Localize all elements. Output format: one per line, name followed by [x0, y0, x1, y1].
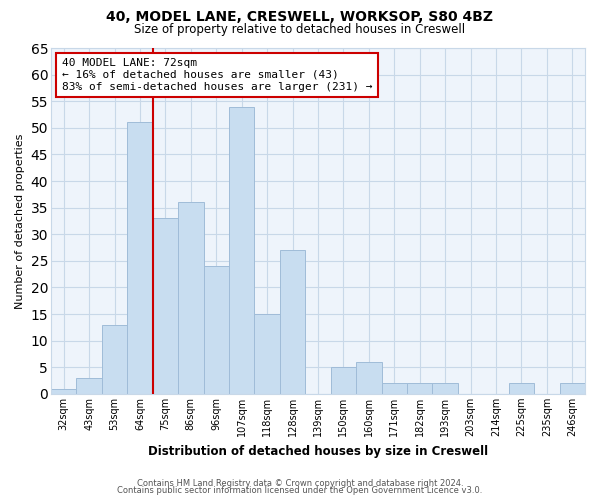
- X-axis label: Distribution of detached houses by size in Creswell: Distribution of detached houses by size …: [148, 444, 488, 458]
- Bar: [382, 383, 407, 394]
- Text: 40, MODEL LANE, CRESWELL, WORKSOP, S80 4BZ: 40, MODEL LANE, CRESWELL, WORKSOP, S80 4…: [107, 10, 493, 24]
- Bar: [356, 362, 382, 394]
- Bar: [152, 218, 178, 394]
- Text: Contains HM Land Registry data © Crown copyright and database right 2024.: Contains HM Land Registry data © Crown c…: [137, 478, 463, 488]
- Bar: [433, 383, 458, 394]
- Bar: [280, 250, 305, 394]
- Bar: [76, 378, 102, 394]
- Text: Size of property relative to detached houses in Creswell: Size of property relative to detached ho…: [134, 22, 466, 36]
- Bar: [102, 324, 127, 394]
- Bar: [178, 202, 203, 394]
- Bar: [127, 122, 152, 394]
- Text: Contains public sector information licensed under the Open Government Licence v3: Contains public sector information licen…: [118, 486, 482, 495]
- Bar: [509, 383, 534, 394]
- Bar: [51, 388, 76, 394]
- Bar: [407, 383, 433, 394]
- Text: 40 MODEL LANE: 72sqm
← 16% of detached houses are smaller (43)
83% of semi-detac: 40 MODEL LANE: 72sqm ← 16% of detached h…: [62, 58, 372, 92]
- Bar: [331, 368, 356, 394]
- Bar: [229, 106, 254, 394]
- Bar: [203, 266, 229, 394]
- Bar: [560, 383, 585, 394]
- Bar: [254, 314, 280, 394]
- Y-axis label: Number of detached properties: Number of detached properties: [15, 134, 25, 308]
